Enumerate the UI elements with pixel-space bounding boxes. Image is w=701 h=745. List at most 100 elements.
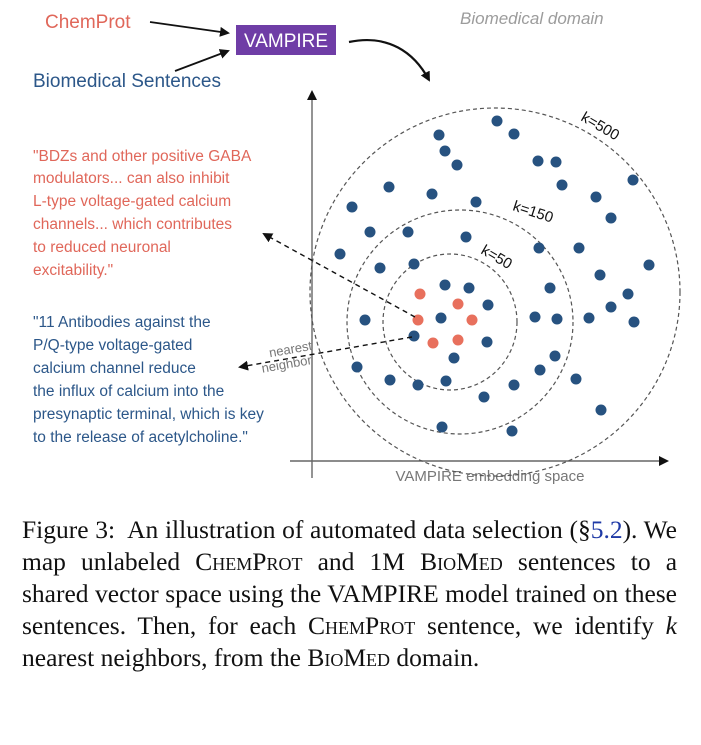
chemprot-point	[452, 298, 464, 310]
chemprot-quote: "BDZs and other positive GABA modulators…	[33, 148, 252, 279]
biomed-point	[481, 336, 493, 348]
selection-diagram: ChemProt Biomedical Sentences VAMPIRE Bi…	[33, 9, 681, 485]
caption-text: and 1M	[302, 547, 421, 576]
model-to-space-arrow	[348, 39, 430, 82]
ring-k50	[382, 253, 518, 391]
caption-biomed: BioMed	[307, 643, 391, 672]
biomed-quote-line: calcium channel reduce	[33, 360, 196, 377]
biomed-point	[426, 188, 438, 200]
biomed-point	[482, 299, 494, 311]
chemprot-quote-line: modulators... can also inhibit	[33, 170, 230, 187]
biomed-point	[594, 269, 606, 281]
chemprot-point	[466, 314, 478, 326]
biomed-point	[433, 129, 445, 141]
biomed-quote-line: presynaptic terminal, which is key	[33, 406, 264, 423]
ring-k150	[346, 209, 574, 435]
caption-figure-label: Figure 3:	[22, 515, 116, 544]
caption-text: nearest neighbors, from the	[22, 643, 308, 672]
biomed-point	[590, 191, 602, 203]
caption-k: k	[665, 611, 677, 640]
biomed-point	[506, 425, 518, 437]
biomed-points	[334, 115, 655, 437]
vampire-model-label: VAMPIRE	[244, 31, 328, 52]
chemprot-point	[412, 314, 424, 326]
biomed-point	[346, 201, 358, 213]
biomed-point	[463, 282, 475, 294]
caption-text: domain.	[390, 643, 480, 672]
biomed-pointer-arrow	[238, 336, 413, 371]
biomed-point	[351, 361, 363, 373]
biomed-quote: "11 Antibodies against the P/Q-type volt…	[33, 314, 264, 446]
ring-label-k50: k=50	[478, 242, 515, 273]
chemprot-label: ChemProt	[45, 12, 131, 33]
biomed-quote-line: to the release of acetylcholine."	[33, 429, 248, 446]
biomed-label: Biomedical Sentences	[33, 71, 221, 92]
caption-text: sentence, we identify	[415, 611, 666, 640]
biomed-quote-line: P/Q-type voltage-gated	[33, 337, 192, 354]
biomed-point	[583, 312, 595, 324]
biomed-point	[448, 352, 460, 364]
neighbor-label-line2: neighbor	[260, 352, 313, 376]
chemprot-pointer-arrow	[262, 233, 416, 318]
chemprot-quote-line: to reduced neuronal	[33, 239, 171, 256]
biomed-point	[622, 288, 634, 300]
biomed-point	[556, 179, 568, 191]
chemprot-point	[452, 334, 464, 346]
biomed-point	[334, 248, 346, 260]
biomed-point	[570, 373, 582, 385]
biomed-point	[534, 364, 546, 376]
chemprot-quote-line: "BDZs and other positive GABA	[33, 148, 252, 165]
biomed-point	[605, 301, 617, 313]
ring-k500	[309, 107, 681, 477]
biomed-point	[595, 404, 607, 416]
biomed-point	[435, 312, 447, 324]
biomed-point	[491, 115, 503, 127]
chemprot-arrow	[149, 21, 230, 37]
caption-chemprot: ChemProt	[195, 547, 303, 576]
biomed-point	[605, 212, 617, 224]
caption-biomed: BioMed	[420, 547, 503, 576]
biomed-point	[383, 181, 395, 193]
caption-section-link[interactable]: 5.2	[590, 515, 623, 544]
biomed-point	[451, 159, 463, 171]
biomed-point	[627, 174, 639, 186]
chemprot-quote-line: excitability."	[33, 262, 113, 279]
chemprot-point	[414, 288, 426, 300]
biomed-point	[533, 242, 545, 254]
biomed-point	[573, 242, 585, 254]
biomed-point	[551, 313, 563, 325]
biomed-point	[532, 155, 544, 167]
chemprot-quote-line: channels... which contributes	[33, 216, 232, 233]
chemprot-points	[412, 288, 478, 349]
biomed-point	[412, 379, 424, 391]
caption-chemprot: ChemProt	[308, 611, 416, 640]
domain-label: Biomedical domain	[460, 9, 604, 28]
biomed-point	[550, 156, 562, 168]
biomed-point	[470, 196, 482, 208]
ring-label-k500: k=500	[578, 109, 622, 144]
biomed-point	[478, 391, 490, 403]
biomed-point	[549, 350, 561, 362]
biomed-point	[439, 145, 451, 157]
chemprot-point	[427, 337, 439, 349]
biomed-point	[408, 330, 420, 342]
biomed-point	[439, 279, 451, 291]
biomed-point	[508, 128, 520, 140]
biomed-point	[408, 258, 420, 270]
biomed-point	[628, 316, 640, 328]
caption-text: An illustration of automated data select…	[127, 515, 578, 544]
chemprot-quote-line: L-type voltage-gated calcium	[33, 193, 231, 210]
biomed-point	[440, 375, 452, 387]
biomed-point	[508, 379, 520, 391]
biomed-quote-line: the influx of calcium into the	[33, 383, 224, 400]
caption-section-sign: §	[577, 515, 591, 544]
biomed-point	[544, 282, 556, 294]
biomed-point	[384, 374, 396, 386]
biomed-point	[529, 311, 541, 323]
vampire-model-box: VAMPIRE	[236, 25, 336, 55]
neighbor-label-line1: nearest	[268, 338, 314, 360]
biomed-point	[364, 226, 376, 238]
caption-text: sentences to a shared vector space using…	[22, 547, 678, 640]
biomed-point	[460, 231, 472, 243]
biomed-point	[643, 259, 655, 271]
